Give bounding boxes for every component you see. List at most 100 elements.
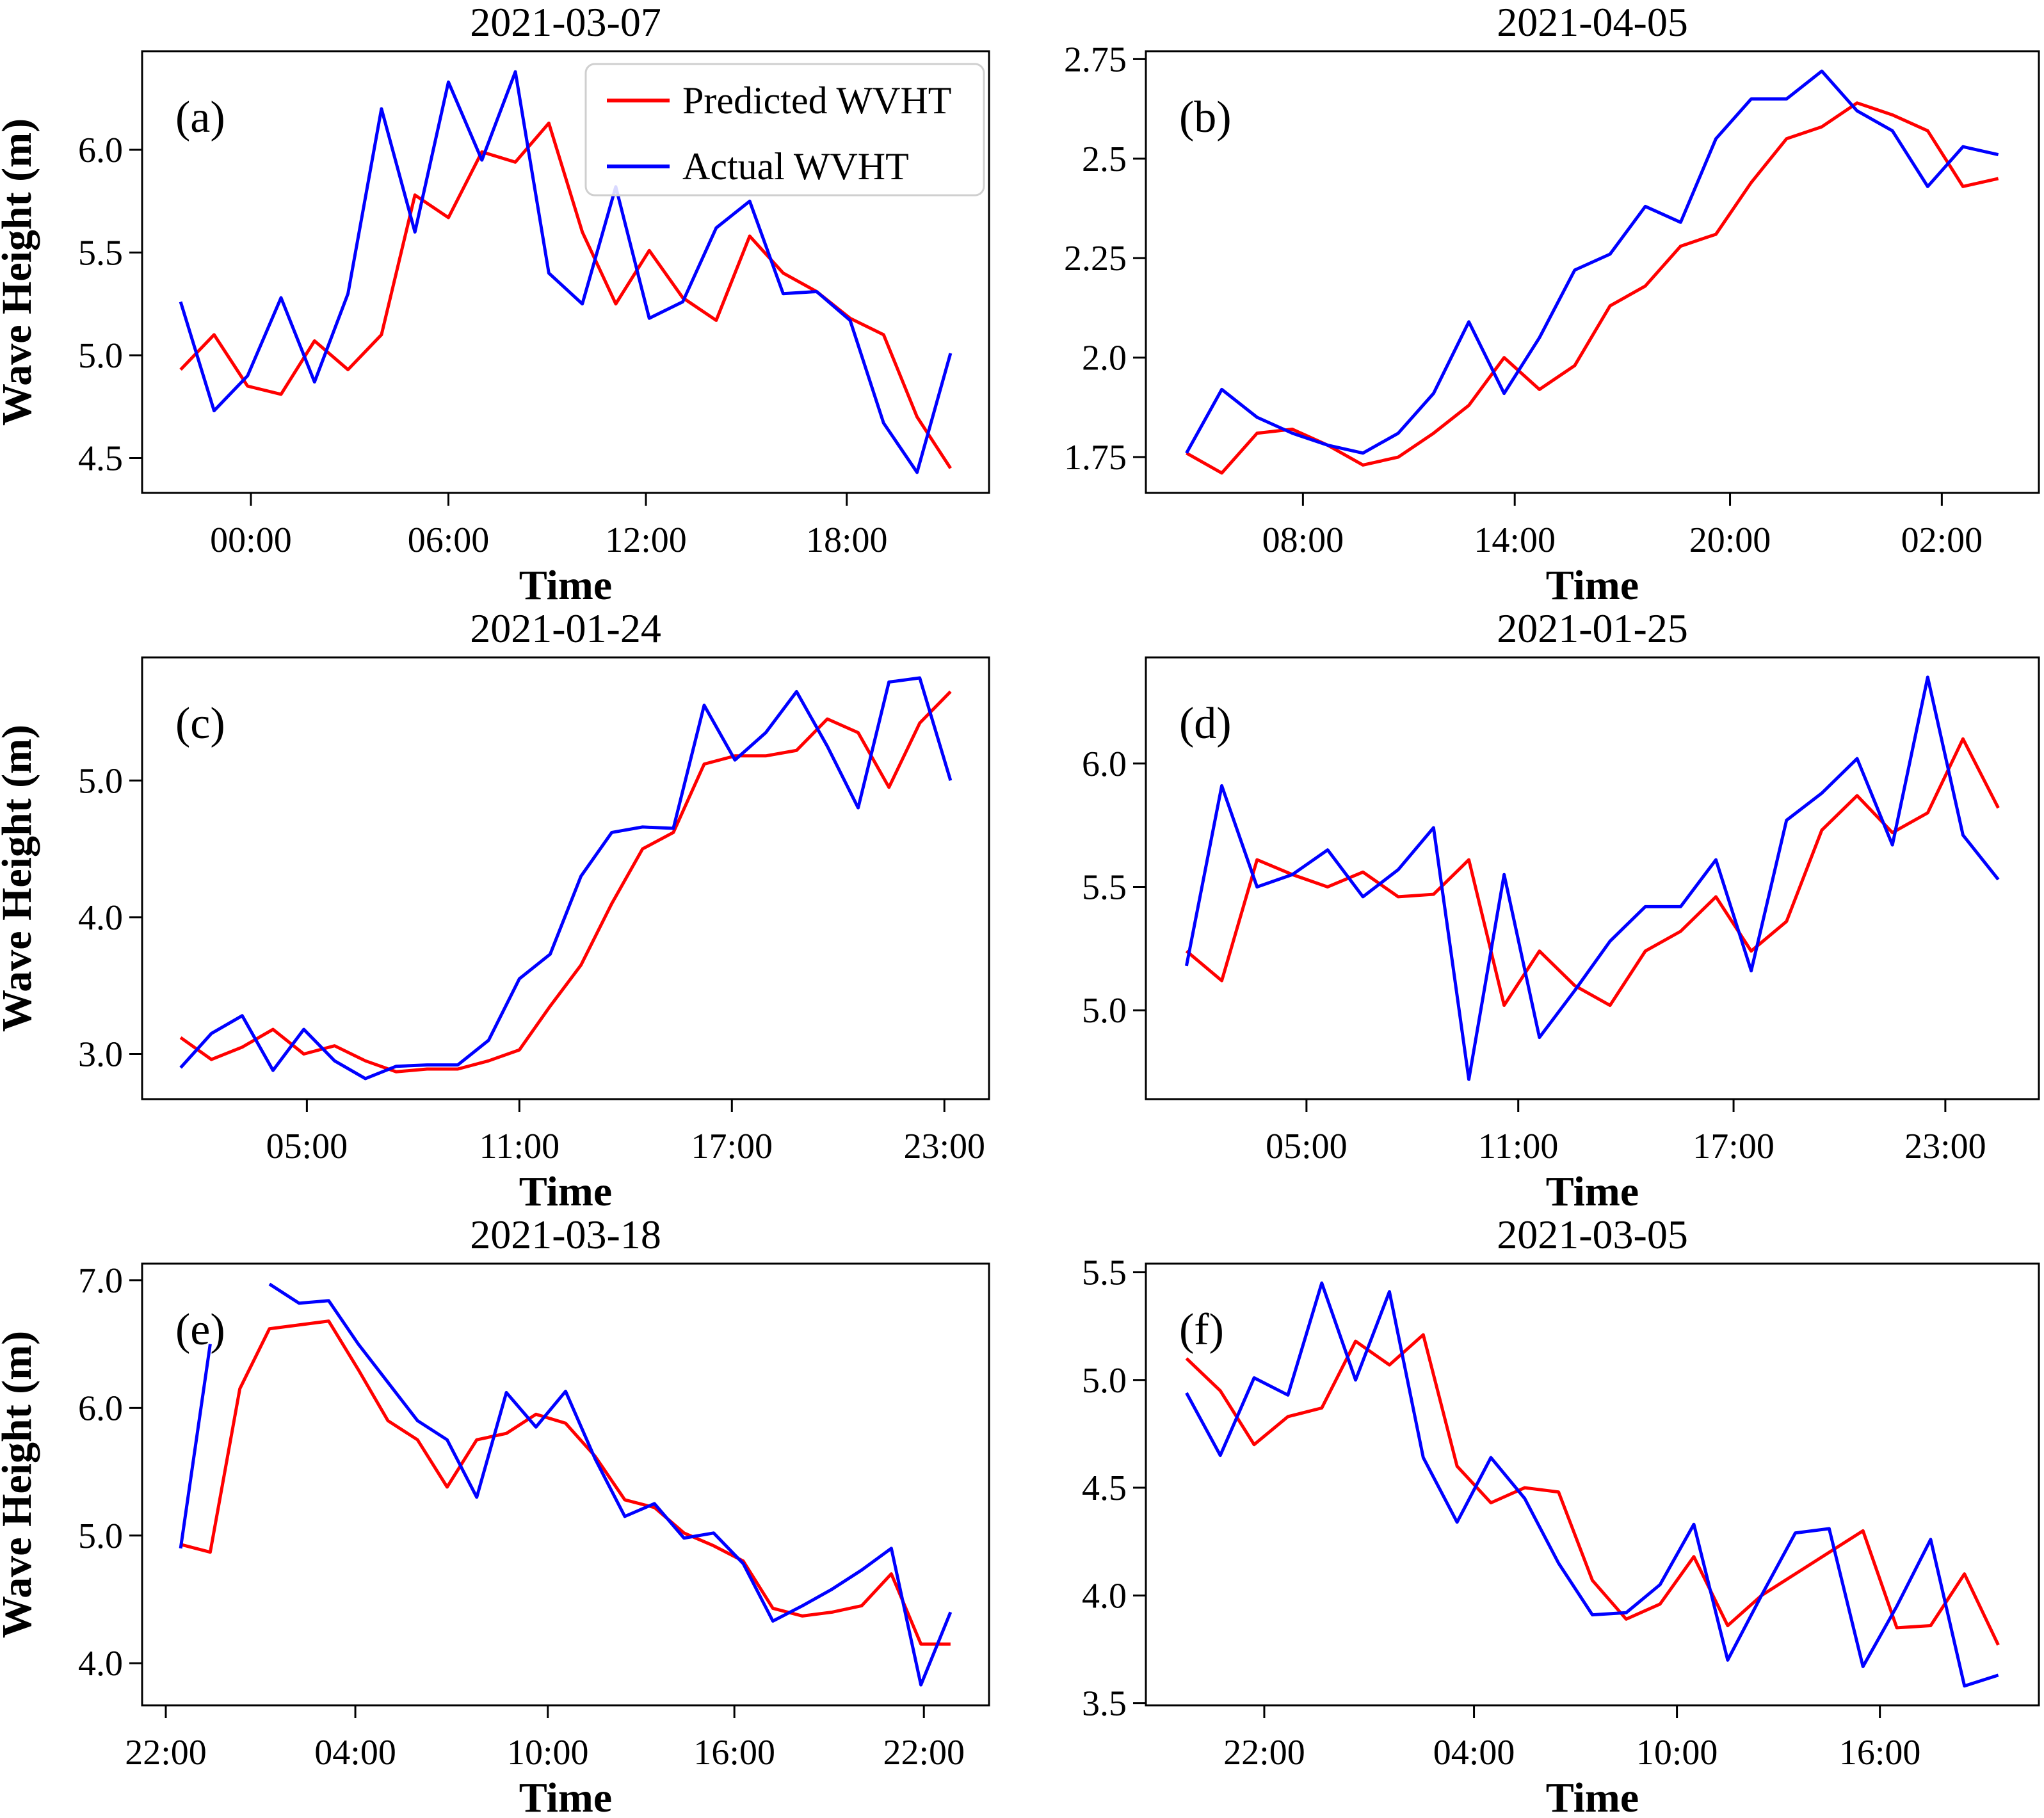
chart-title: 2021-03-18 [470,1212,661,1257]
panel-d-chart: 2021-01-25 5.0 5.5 6.0 05:00 11:00 17:00 23:00 (… [1082,606,2040,1212]
x-tick-label: 11:00 [479,1127,559,1166]
y-tick-label: 2.0 [1082,339,1127,378]
chart-title: 2021-01-25 [1497,606,1688,651]
panel-b: 2021-04-05 1.75 2.0 2.25 2.5 2.75 08:00 14:00 20… [1022,0,2044,606]
actual-wvht-line [1185,1281,1999,1688]
panel-letter: (d) [1179,699,1232,748]
chart-title: 2021-04-05 [1497,0,1688,45]
panel-f: 2021-03-05 3.5 4.0 4.5 5.0 5.5 22:00 04:00 10:00… [1022,1212,2044,1818]
y-tick-label: 5.0 [78,1516,123,1556]
chart-title: 2021-03-07 [470,0,661,45]
plot-frame [1145,50,2040,494]
x-tick-label: 23:00 [903,1127,985,1166]
panel-c-chart: 2021-01-24 3.0 4.0 5.0 05:00 11:00 17:00 23:00 (… [0,606,990,1212]
y-tick-label: 3.0 [78,1035,123,1075]
predicted-wvht-line [180,1319,951,1646]
x-tick-label: 22:00 [883,1733,965,1773]
actual-wvht-line [179,1282,953,1687]
y-tick-label: 5.5 [1082,867,1127,907]
y-tick-label: 3.5 [1082,1684,1127,1724]
x-tick-label: 12:00 [605,520,687,560]
predicted-wvht-line [1185,737,2000,1008]
x-tick-label: 18:00 [806,520,888,560]
x-tick-label: 16:00 [1839,1733,1921,1773]
x-tick-label: 10:00 [507,1733,589,1773]
panel-e: 2021-03-18 4.0 5.0 6.0 7.0 22:00 04:00 10:00 16:… [0,1212,1022,1818]
legend-label: Predicted WVHT [682,79,951,122]
x-tick-label: 17:00 [1693,1127,1774,1166]
x-tick-label: 22:00 [125,1733,207,1773]
x-axis-label: Time [519,1774,612,1818]
actual-wvht-line [1184,675,2000,1081]
y-tick-label: 5.0 [1082,991,1127,1031]
panel-letter: (a) [175,93,225,142]
y-axis-label: Wave Height (m) [0,1331,40,1638]
y-tick-label: 5.5 [78,234,123,273]
y-tick-label: 2.5 [1082,140,1127,179]
panel-letter: (b) [1179,93,1232,142]
x-axis-label: Time [519,1168,612,1212]
y-axis-label: Wave Height (m) [0,725,40,1032]
x-axis-label: Time [519,562,612,606]
chart-title: 2021-03-05 [1497,1212,1688,1257]
x-tick-label: 14:00 [1474,520,1556,560]
x-tick-label: 00:00 [210,520,292,560]
x-tick-label: 02:00 [1901,520,1983,560]
panel-f-chart: 2021-03-05 3.5 4.0 4.5 5.0 5.5 22:00 04:00 10:00… [1082,1212,2040,1818]
x-tick-label: 05:00 [266,1127,348,1166]
legend-box [584,63,985,197]
x-tick-label: 20:00 [1689,520,1771,560]
plot-frame [1145,1262,2040,1707]
x-tick-label: 22:00 [1223,1733,1305,1773]
x-tick-label: 06:00 [408,520,490,560]
y-tick-label: 4.0 [78,898,123,938]
panel-letter: (f) [1179,1305,1224,1355]
y-tick-label: 4.0 [78,1644,123,1684]
plot-frame [1145,656,2040,1100]
y-axis-label: Wave Height (m) [0,118,40,426]
panel-letter: (c) [175,699,225,748]
y-tick-label: 4.5 [1082,1468,1127,1508]
panel-b-chart: 2021-04-05 1.75 2.0 2.25 2.5 2.75 08:00 14:00 20… [1064,0,2040,606]
predicted-wvht-line [1185,1333,2000,1646]
plot-frame [141,50,990,494]
x-tick-label: 04:00 [314,1733,396,1773]
legend: Predicted WVHT Actual WVHT [584,63,985,197]
panel-a-chart: 2021-03-07 4.5 5.0 5.5 6.0 00:00 06:00 12:00 18:… [0,0,990,606]
x-tick-label: 11:00 [1478,1127,1558,1166]
y-tick-label: 5.5 [1082,1253,1127,1292]
y-tick-label: 5.0 [78,761,123,801]
chart-title: 2021-01-24 [470,606,661,651]
x-tick-label: 16:00 [693,1733,775,1773]
x-axis-label: Time [1546,1774,1639,1818]
actual-wvht-line [179,70,953,474]
x-tick-label: 23:00 [1904,1127,1986,1166]
x-tick-label: 17:00 [691,1127,773,1166]
y-tick-label: 4.5 [78,438,123,478]
x-tick-label: 10:00 [1636,1733,1718,1773]
y-tick-label: 7.0 [78,1261,123,1301]
y-tick-label: 6.0 [78,131,123,170]
y-tick-label: 6.0 [1082,744,1127,784]
legend-label: Actual WVHT [682,145,909,188]
panel-letter: (e) [175,1305,225,1355]
y-tick-label: 2.75 [1064,40,1127,79]
plot-frame [141,656,990,1100]
predicted-wvht-line [179,690,952,1074]
panel-e-chart: 2021-03-18 4.0 5.0 6.0 7.0 22:00 04:00 10:00 16:… [0,1212,990,1818]
panel-c: 2021-01-24 3.0 4.0 5.0 05:00 11:00 17:00 23:00 (… [0,606,1022,1212]
x-axis-label: Time [1546,1168,1639,1212]
panel-d: 2021-01-25 5.0 5.5 6.0 05:00 11:00 17:00 23:00 (… [1022,606,2044,1212]
y-tick-label: 5.0 [78,336,123,376]
x-axis-label: Time [1546,562,1639,606]
y-tick-label: 4.0 [1082,1576,1127,1616]
y-tick-label: 6.0 [78,1388,123,1428]
y-tick-label: 5.0 [1082,1361,1127,1401]
actual-wvht-line [1185,69,1999,455]
x-tick-label: 05:00 [1266,1127,1348,1166]
panel-a: 2021-03-07 4.5 5.0 5.5 6.0 00:00 06:00 12:00 18:… [0,0,1022,606]
plot-frame [141,1262,990,1707]
actual-wvht-line [179,676,953,1081]
x-tick-label: 08:00 [1262,520,1344,560]
